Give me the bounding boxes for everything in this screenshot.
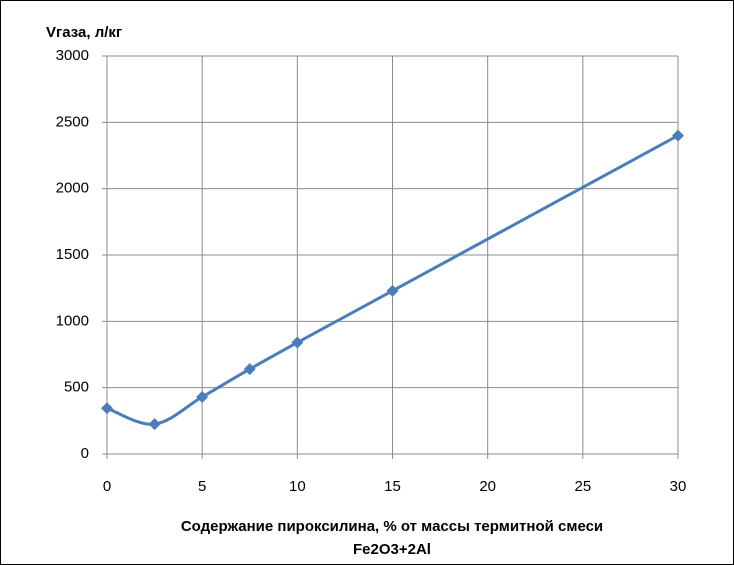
x-tick-label: 0 [103,478,111,495]
y-tick-label: 0 [81,445,89,462]
y-axis-label: Vгаза, л/кг [46,24,122,41]
data-point [386,284,399,297]
y-tick-label: 2000 [56,180,89,197]
y-tick-label: 500 [64,379,89,396]
x-tick-label: 5 [198,478,206,495]
y-tick-label: 1500 [56,246,89,263]
x-axis-label: Содержание пироксилина, % от массы терми… [181,518,603,535]
data-point [291,336,304,349]
data-point [672,129,684,142]
series-line [106,134,679,426]
x-tick-label: 20 [479,478,496,495]
y-tick-label: 3000 [56,47,89,64]
data-point [196,390,209,403]
data-point [101,402,113,415]
x-tick-label: 30 [670,478,687,495]
y-tick-label: 2500 [56,113,89,130]
data-point [148,418,161,431]
y-tick-label: 1000 [56,312,89,329]
x-axis-label: Fe2O3+2Al [353,541,431,558]
x-tick-label: 10 [289,478,306,495]
data-point [243,363,256,376]
x-tick-label: 15 [384,478,401,495]
x-tick-label: 25 [574,478,591,495]
